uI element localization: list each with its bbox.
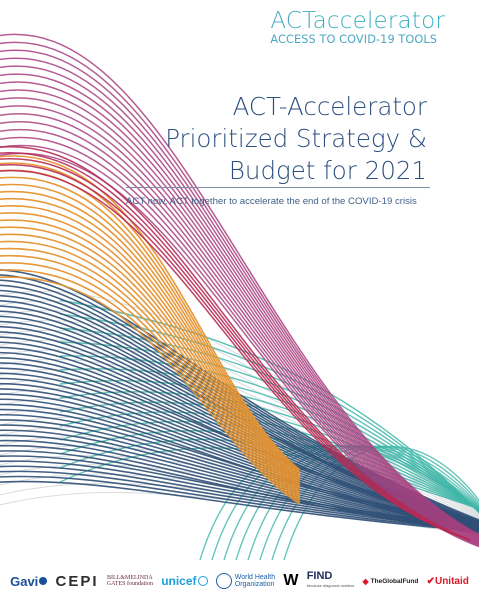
navy-curve [0,424,479,529]
who-logo: World Health Organization [215,573,276,589]
navy-curve [0,475,479,531]
gavi-dot-icon [39,577,48,585]
document-subtitle: ACT now, ACT together to accelerate the … [126,196,417,207]
cepi-logo: CEPI [55,572,99,590]
magenta-curve [0,128,479,546]
gates-foundation-logo: BILL&MELINDA GATES foundation [107,575,153,587]
orange-curve [0,212,301,487]
magenta-curve [0,97,479,542]
magenta-curve [0,152,471,541]
brand-accelerator: accelerator [312,8,445,34]
orange-curve [0,269,301,503]
navy-curve [0,382,479,529]
unicef-globe-icon [197,576,208,586]
magenta-curve [0,41,479,537]
magenta-curve [0,73,479,540]
unicef-logo: unicef [161,574,208,588]
magenta-curve [0,33,479,536]
unitaid-text: Unitaid [434,575,469,587]
magenta-curve [0,146,471,541]
gavi-logo-text: Gavi [10,573,39,589]
orange-curve [0,155,301,471]
navy-curve [0,480,479,533]
teal-curve [235,445,479,560]
act-accelerator-brand: ACTaccelerator ACCESS TO COVID-19 TOOLS [270,9,445,46]
who-logo-line-1: World Health [234,573,276,581]
orange-curve [0,183,301,479]
magenta-curve [0,136,479,546]
navy-curve [0,419,479,528]
cover-wave-artwork [0,33,479,560]
w-logo: W [283,572,299,589]
magenta-curve [0,158,471,541]
orange-curve [0,198,301,483]
gavi-logo: Gavi [10,573,48,589]
brand-tagline: ACCESS TO COVID-19 TOOLS [270,33,438,46]
global-fund-text: TheGlobalFund [370,577,419,585]
title-divider [126,187,430,188]
orange-curve [0,219,301,489]
find-logo-text: FIND [306,570,333,582]
magenta-curve [0,89,479,541]
unitaid-mark-icon: ✔ [426,575,435,587]
navy-curve [0,429,479,530]
teal-curve [59,401,479,512]
magenta-curve [0,49,479,537]
orange-curve [0,205,301,485]
who-emblem-icon [215,573,232,589]
navy-curve [0,408,479,526]
orange-curve [0,240,301,495]
teal-curve [59,391,479,512]
teal-curve [283,445,479,560]
orange-curve [0,176,301,477]
magenta-curve [0,57,479,538]
orange-curve [0,233,301,493]
orange-curve-group [0,155,301,505]
partner-logo-strip: Gavi CEPI BILL&MELINDA GATES foundation u… [0,562,479,600]
who-logo-line-2: Organization [234,581,275,588]
magenta-curve [0,81,479,541]
navy-curve [0,455,479,527]
orange-curve [0,276,301,505]
global-fund-mark-icon: ◆ [362,576,369,586]
navy-curve [0,465,479,529]
magenta-curve [0,65,479,539]
find-tagline: because diagnosis matters [306,583,355,588]
document-title: ACT-Accelerator Prioritized Strategy & B… [127,91,427,187]
gates-logo-line-2: GATES foundation [106,581,153,587]
navy-curve [0,460,479,528]
orange-curve [0,191,301,481]
unicef-logo-text: unicef [161,574,197,588]
magenta-curve [0,144,479,547]
gates-logo-line-1: BILL&MELINDA [107,575,153,581]
orange-curve [0,255,301,499]
orange-curve [0,262,301,501]
find-logo: FIND because diagnosis matters [307,571,355,591]
navy-curve [0,377,479,527]
global-fund-logo: ◆ TheGlobalFund [363,577,419,586]
orange-curve [0,162,301,473]
title-line-3: Budget for 2021 [228,156,427,185]
magenta-curve [0,120,479,545]
unitaid-logo: ✔ Unitaid [427,576,469,587]
title-line-1: ACT-Accelerator [232,92,427,121]
navy-curve [0,413,479,527]
magenta-curve [0,164,471,541]
brand-act: ACT [270,8,313,34]
brand-wordmark: ACTaccelerator [270,9,445,33]
orange-curve [0,226,301,491]
magenta-curve [0,170,471,541]
magenta-curve [0,105,479,543]
orange-curve [0,247,301,497]
magenta-curve-group [0,33,479,548]
navy-curve [0,470,479,530]
title-line-2: Prioritized Strategy & [165,124,427,153]
magenta-curve [0,113,479,544]
